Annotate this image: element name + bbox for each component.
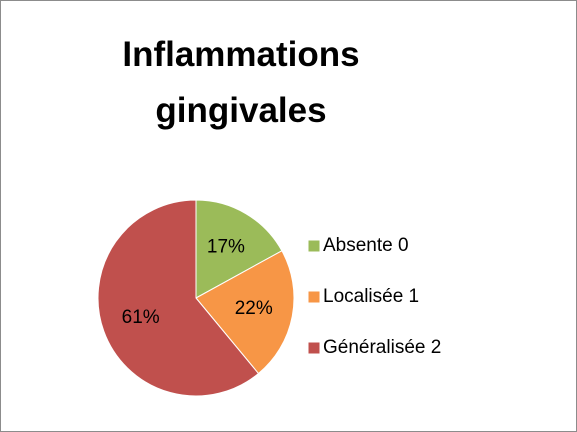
chart-title: Inflammations gingivales	[122, 35, 360, 130]
data-label: 17%	[207, 236, 245, 257]
legend-swatch	[307, 290, 321, 304]
pie-slice	[195, 199, 283, 299]
legend-label: Localisée 1	[323, 286, 419, 307]
legend-label: Généralisée 2	[323, 337, 441, 358]
data-label: 61%	[122, 307, 160, 328]
legend-label: Absente 0	[323, 235, 409, 256]
legend-swatch	[307, 341, 321, 355]
legend-swatch	[307, 239, 321, 253]
data-label: 22%	[235, 298, 273, 319]
pie-slice	[195, 250, 295, 375]
pie-slice	[97, 199, 260, 397]
